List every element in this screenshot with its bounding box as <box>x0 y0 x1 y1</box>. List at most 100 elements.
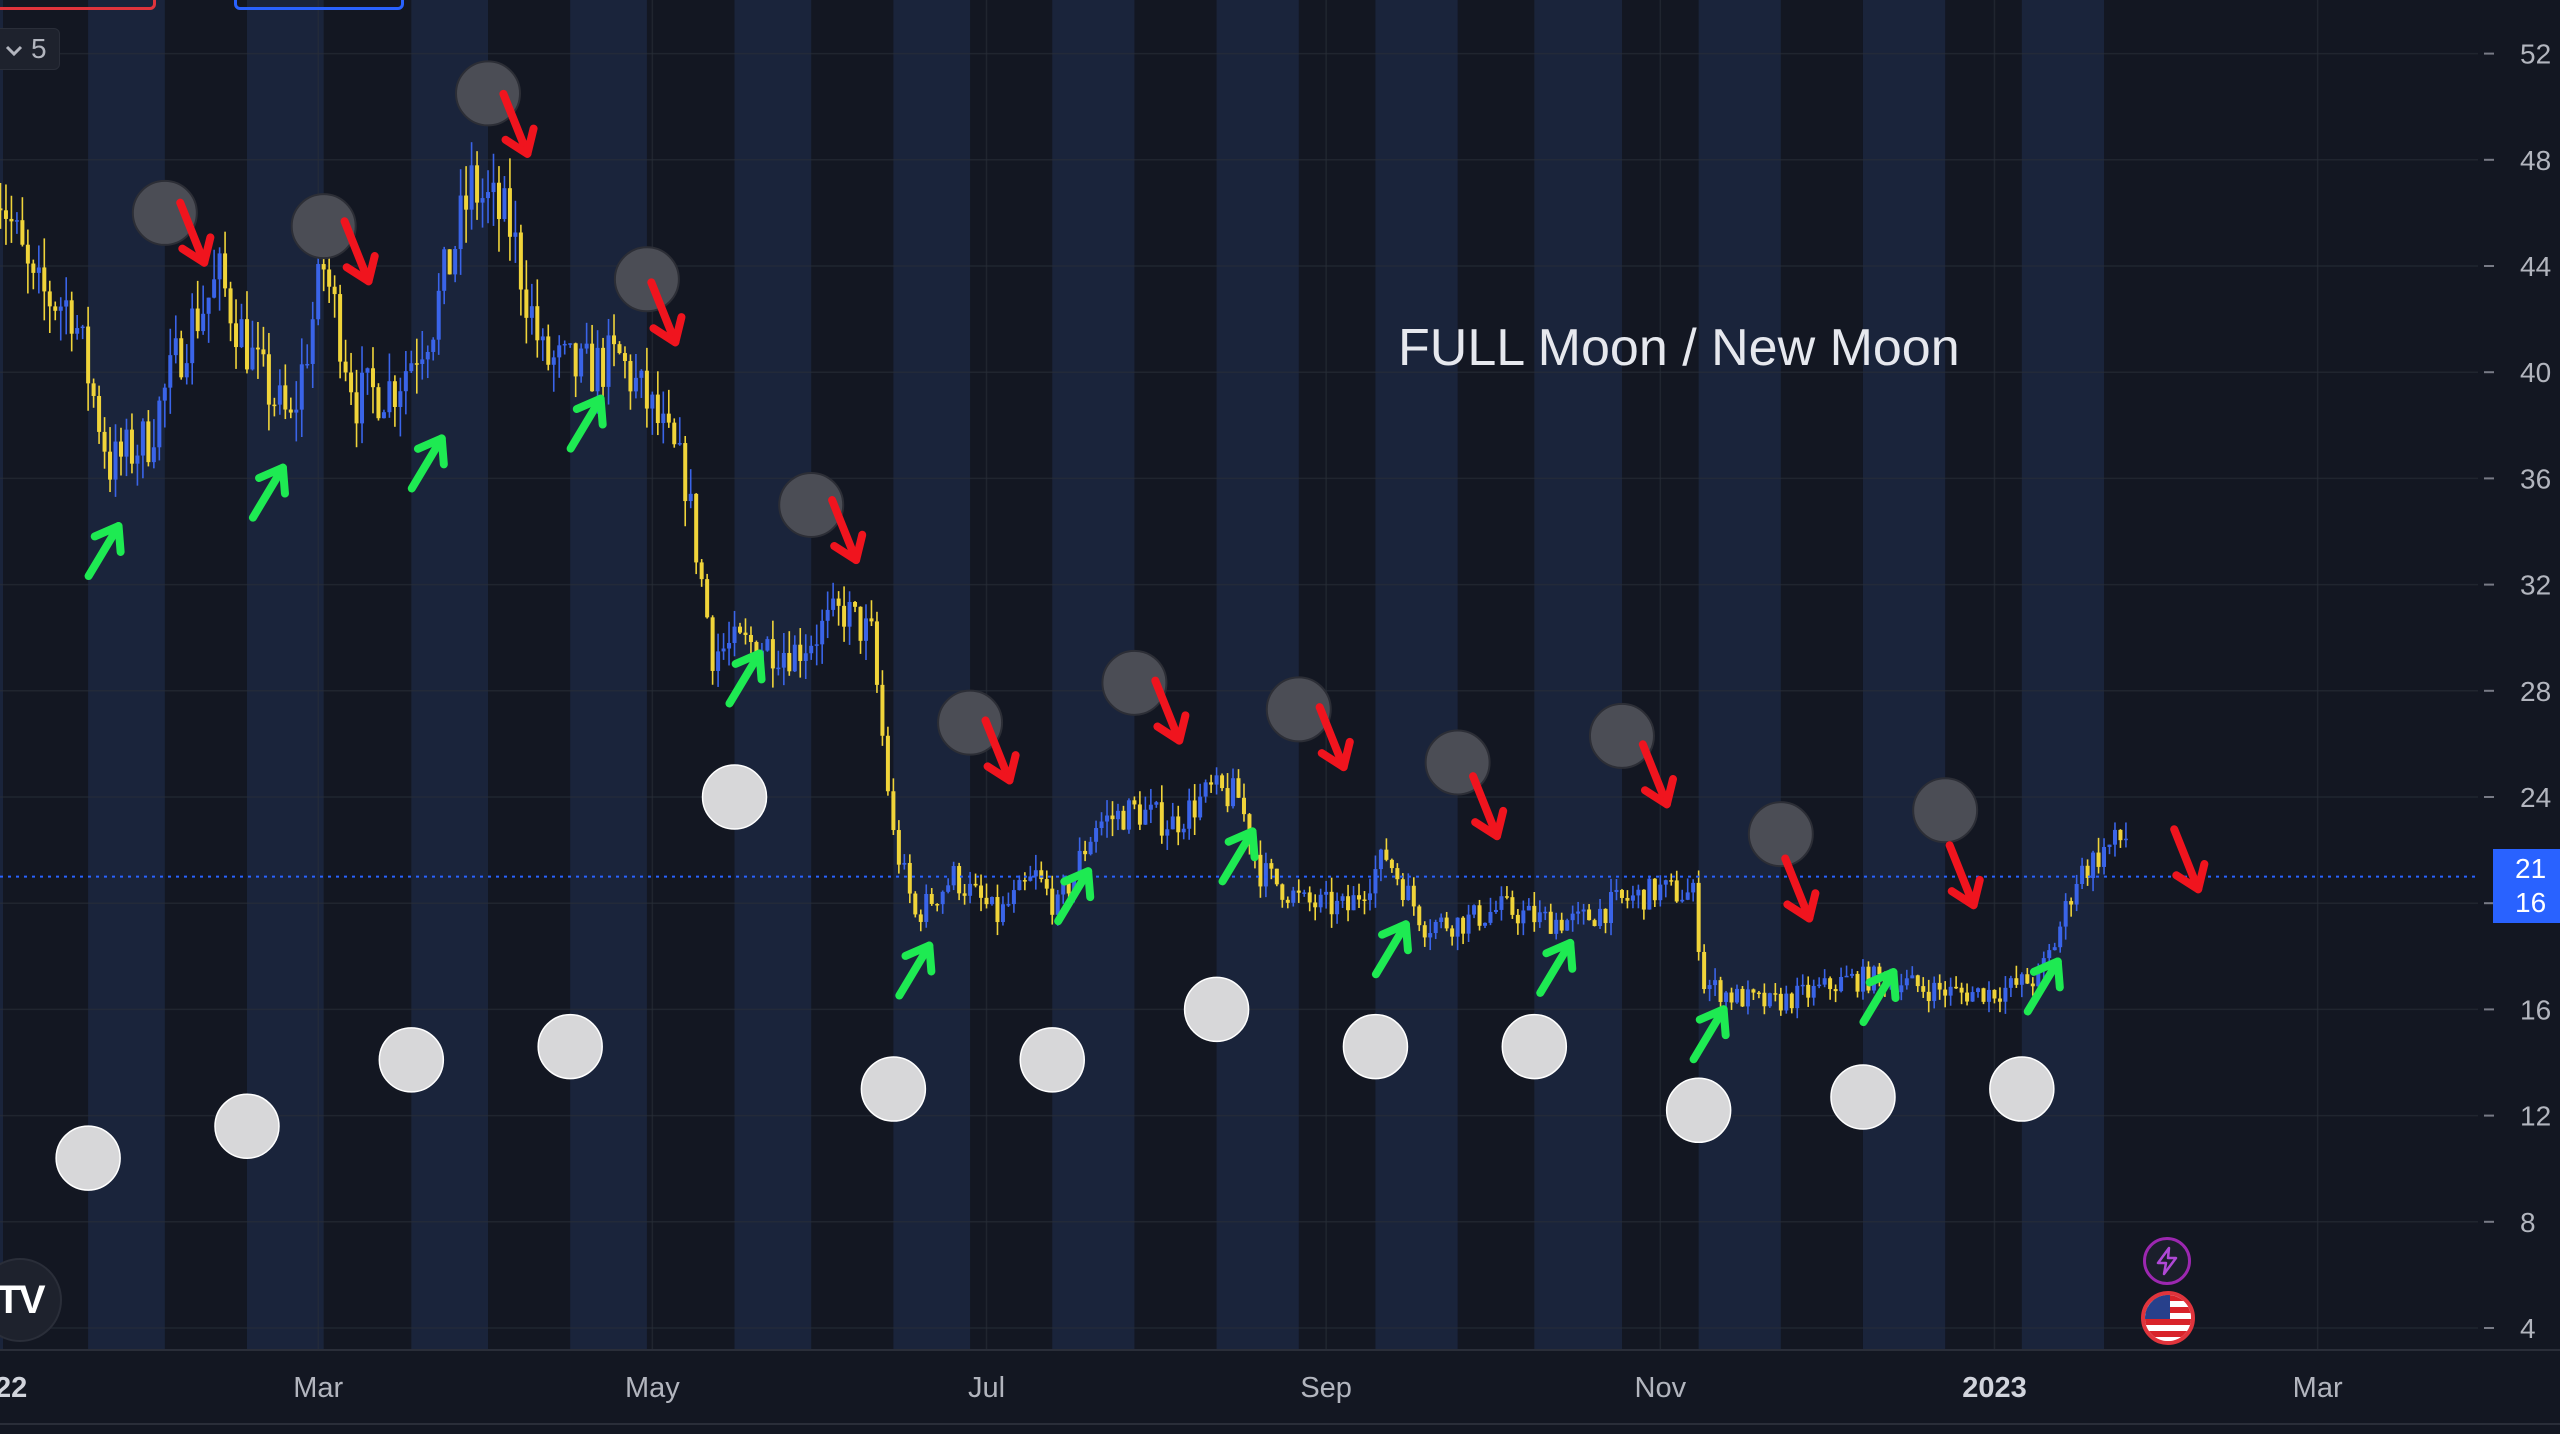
y-tick-label: 4 <box>2520 1313 2536 1344</box>
us-flag-event-icon[interactable] <box>2141 1291 2195 1345</box>
candle-body <box>612 335 617 345</box>
candle-body <box>1729 992 1734 1003</box>
candle-body <box>277 385 282 405</box>
moon-band <box>0 0 4 1350</box>
y-tick-label: 48 <box>2520 145 2551 176</box>
top-tab-blue[interactable] <box>234 0 404 10</box>
candle-body <box>1017 880 1022 891</box>
candle-body <box>1346 896 1351 911</box>
red-down-arrow <box>647 278 686 347</box>
candle-body <box>968 883 973 896</box>
candle-body <box>1225 788 1230 807</box>
candle-body <box>25 244 30 264</box>
candle-body <box>1335 900 1340 915</box>
candle-body <box>1817 984 1822 987</box>
candle-body <box>442 249 447 291</box>
red-down-arrow <box>499 89 538 158</box>
candle-body <box>1493 909 1498 913</box>
full-moon-marker <box>1501 1013 1568 1080</box>
candle-body <box>1526 905 1531 911</box>
candle-body <box>392 381 397 407</box>
candle-body <box>1652 878 1657 901</box>
candle-body <box>940 891 945 905</box>
candle-body <box>1115 810 1120 820</box>
x-tick-label: Nov <box>1635 1372 1687 1404</box>
candle-body <box>113 441 118 480</box>
candle-body <box>929 893 934 904</box>
candle-body <box>924 893 929 922</box>
candle-body <box>1603 908 1608 924</box>
candle-body <box>601 347 606 387</box>
candle-body <box>1910 975 1915 979</box>
candle-body <box>869 618 874 622</box>
candle-body <box>47 291 52 307</box>
full-moon-marker <box>1665 1077 1732 1144</box>
moon-band <box>1216 0 1299 1350</box>
candle-body <box>562 343 567 346</box>
candle-body <box>1965 992 1970 1002</box>
candle-body <box>1915 975 1920 987</box>
full-moon-marker <box>1830 1064 1896 1130</box>
candle-body <box>381 412 386 419</box>
candle-body <box>513 232 518 237</box>
red-down-arrow <box>2170 825 2209 894</box>
candle-body <box>1587 909 1592 921</box>
candle-body <box>491 182 496 193</box>
full-moon-marker <box>55 1125 121 1191</box>
candle-body <box>891 791 896 831</box>
candle-body <box>1428 933 1433 938</box>
candle-body <box>1384 849 1389 860</box>
candle-body <box>1800 984 1805 987</box>
red-down-arrow <box>1945 841 1984 910</box>
candle-body <box>1307 892 1312 903</box>
candle-body <box>332 286 337 295</box>
y-tick-label: 16 <box>2520 994 2551 1025</box>
candle-body <box>606 335 611 387</box>
candle-body <box>809 645 814 654</box>
candle-body <box>157 400 162 448</box>
full-moon-marker <box>1183 976 1250 1043</box>
price-axis[interactable]: 524844403632282420161284 <box>2478 0 2560 1350</box>
lightning-event-icon[interactable] <box>2143 1237 2191 1285</box>
candle-body <box>1389 859 1394 869</box>
candle-body <box>546 336 551 365</box>
candle-body <box>1318 894 1323 908</box>
candle-body <box>2069 901 2074 905</box>
candle-body <box>1532 905 1537 923</box>
candle-body <box>1011 890 1016 905</box>
time-axis[interactable]: 2022 Mar May Jul Sep Nov 2023 Mar <box>0 1349 2560 1434</box>
candle-body <box>195 308 200 332</box>
candle-body <box>1209 782 1214 785</box>
candle-body <box>9 218 14 222</box>
red-down-arrow <box>1469 772 1508 841</box>
candle-body <box>1581 909 1586 912</box>
candle-body <box>2123 838 2128 841</box>
candle-body <box>716 651 721 671</box>
green-up-arrow <box>1371 920 1412 979</box>
interval-selector[interactable]: 5 <box>0 28 60 70</box>
candle-body <box>874 621 879 685</box>
new-moon-marker <box>1588 702 1655 769</box>
full-moon-marker <box>701 764 768 830</box>
candle-body <box>2047 950 2052 959</box>
candle-body <box>179 338 184 378</box>
candle-body <box>798 644 803 661</box>
candle-body <box>1784 993 1789 1011</box>
candle-body <box>1351 895 1356 911</box>
candle-body <box>1658 884 1663 901</box>
candle-body <box>1137 804 1142 825</box>
red-down-arrow <box>176 198 215 267</box>
candle-body <box>743 632 748 635</box>
candle-body <box>387 381 392 413</box>
candle-body <box>288 409 293 413</box>
candle-body <box>1680 899 1685 902</box>
candle-body <box>962 893 967 896</box>
candle-body <box>628 361 633 392</box>
x-tick-label: Jul <box>968 1372 1005 1404</box>
top-tab-red[interactable] <box>0 0 156 10</box>
candle-body <box>1203 782 1208 797</box>
candle-body <box>1220 775 1225 789</box>
full-moon-marker <box>1019 1027 1085 1093</box>
candle-body <box>1192 800 1197 818</box>
